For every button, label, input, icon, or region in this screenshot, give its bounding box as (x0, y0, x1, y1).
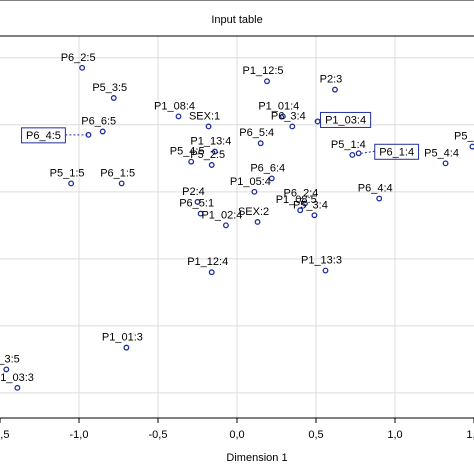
point-label: P6_4:4 (358, 183, 393, 195)
data-point (322, 267, 329, 274)
data-point (222, 222, 229, 229)
x-tick-label: -0,5 (149, 429, 168, 441)
data-point (118, 180, 125, 187)
data-point (123, 344, 130, 351)
data-point (3, 366, 10, 373)
data-point (257, 140, 264, 147)
data-point (355, 150, 362, 157)
data-point (469, 143, 474, 150)
data-point (197, 210, 204, 217)
point-label: P5_4:4 (424, 147, 459, 159)
point-label: P1_03:3 (0, 372, 34, 384)
data-point (311, 212, 318, 219)
point-label: P1_13:3 (301, 255, 342, 267)
chart-title: Input table (211, 14, 262, 26)
point-label: P5_4:5 (170, 146, 205, 158)
point-label: P6_6:5 (81, 116, 116, 128)
data-point (175, 113, 182, 120)
point-label: P1_01:3 (102, 332, 143, 344)
data-point (251, 188, 258, 195)
data-point (279, 113, 286, 120)
point-label: P5_1:5 (50, 167, 85, 179)
x-tick-label: 0,5 (308, 429, 323, 441)
point-label: P1_08:4 (154, 100, 195, 112)
point-label: P6_4:5 (26, 130, 61, 142)
data-point (254, 219, 261, 225)
data-point (99, 128, 106, 135)
data-point (194, 198, 201, 205)
point-label: P6_1:4 (379, 146, 414, 158)
point-label: P1_01:4 (258, 100, 299, 112)
point-label: P1_03:4 (325, 114, 366, 126)
data-point (289, 123, 296, 130)
point-label: P6_3:4 (271, 110, 306, 122)
x-tick-label: 1,0 (387, 429, 402, 441)
data-point (268, 175, 275, 182)
data-point (68, 180, 75, 187)
point-label: P2:3 (320, 74, 343, 86)
point-label: P6_3:5 (0, 353, 20, 365)
data-point (349, 152, 356, 158)
point-label: SEX:2 (238, 206, 269, 218)
data-point (205, 123, 212, 130)
data-point (14, 384, 21, 391)
x-tick-label: -1,0 (70, 429, 89, 441)
point-label: P6_2:5 (61, 52, 96, 64)
data-point (301, 200, 308, 207)
point-label: P2:4 (182, 186, 205, 198)
data-point (208, 269, 215, 276)
data-point (188, 158, 195, 165)
point-label: P6_5:4 (239, 127, 274, 139)
data-point (264, 78, 270, 85)
point-label: P6_2:4 (284, 188, 319, 200)
data-point (110, 95, 117, 101)
data-point (376, 195, 383, 202)
point-label: SEX:1 (189, 110, 220, 122)
x-tick-label: 0,0 (229, 429, 244, 441)
point-label: P5_1:4 (331, 139, 366, 151)
x-tick-label: 1,5 (466, 429, 474, 441)
label-connector (314, 118, 321, 122)
point-label: P1_13:4 (190, 136, 231, 148)
x-axis-title: Dimension 1 (226, 452, 287, 464)
data-point (297, 207, 304, 214)
point-label: P1_05:4 (230, 176, 271, 188)
point-label: P6_1:5 (100, 167, 135, 179)
x-tick-label: -1,5 (0, 429, 9, 441)
point-label: P1_12:5 (243, 65, 284, 77)
point-label: P1_12:4 (187, 256, 228, 268)
point-label: P5_2: (454, 131, 474, 143)
point-label: P1_08:5 (276, 194, 317, 206)
point-label: P6_6:4 (250, 162, 285, 174)
data-point (208, 162, 215, 168)
data-point (79, 64, 86, 71)
data-point (332, 86, 338, 93)
point-label: P5_3:5 (92, 82, 127, 94)
point-label: P5_3:4 (293, 199, 328, 211)
point-label: P1_02:4 (201, 209, 242, 221)
label-connector (361, 150, 375, 154)
data-point (211, 148, 218, 155)
point-label: P6_5:1 (179, 198, 214, 210)
data-point (442, 160, 449, 167)
point-label: P5_2:5 (190, 149, 225, 161)
